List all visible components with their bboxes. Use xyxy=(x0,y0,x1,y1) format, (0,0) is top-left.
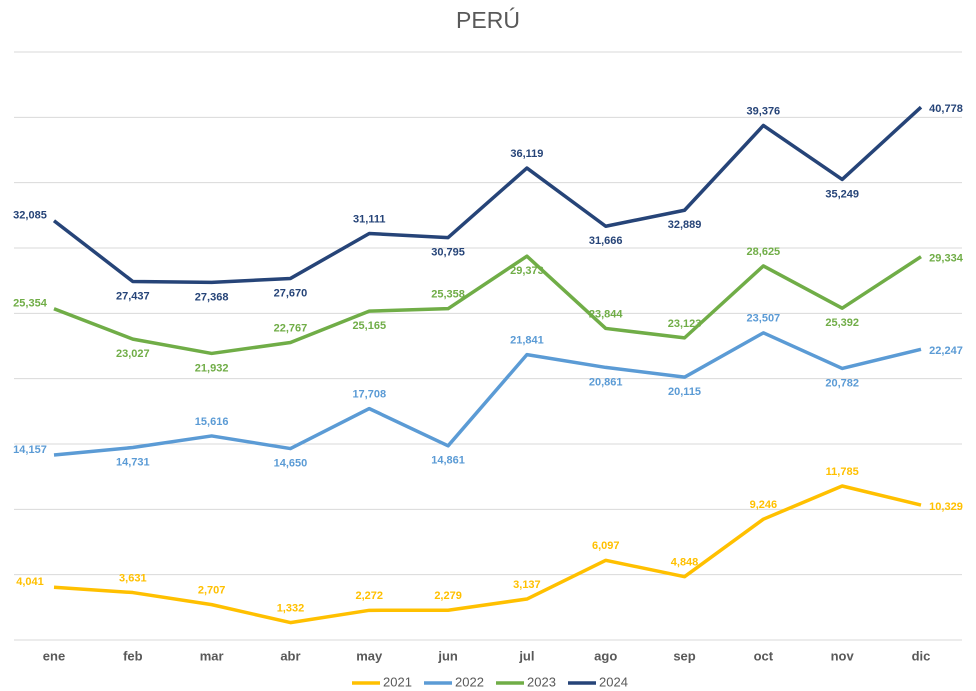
data-label: 14,861 xyxy=(431,455,465,467)
x-tick-label: ene xyxy=(43,648,65,663)
x-tick-label: nov xyxy=(831,648,855,663)
data-label: 35,249 xyxy=(825,188,859,200)
data-label: 20,782 xyxy=(825,377,859,389)
data-label: 40,778 xyxy=(929,103,963,115)
data-label: 20,115 xyxy=(668,386,701,398)
data-label: 10,329 xyxy=(929,501,963,513)
data-label: 2,272 xyxy=(356,590,384,602)
data-label: 25,392 xyxy=(825,317,859,329)
data-label: 22,767 xyxy=(274,322,308,334)
data-label: 30,795 xyxy=(431,247,465,259)
data-label: 21,932 xyxy=(195,362,229,374)
data-label: 25,354 xyxy=(13,298,48,310)
x-tick-label: sep xyxy=(673,648,695,663)
data-label: 27,437 xyxy=(116,290,150,302)
data-label: 6,097 xyxy=(592,540,620,552)
data-label: 2,279 xyxy=(434,590,462,602)
data-label: 15,616 xyxy=(195,416,229,428)
data-label: 1,332 xyxy=(277,603,305,615)
x-tick-label: dic xyxy=(912,648,931,663)
data-label: 23,123 xyxy=(668,318,702,330)
data-label: 32,085 xyxy=(13,210,47,222)
data-label: 31,666 xyxy=(589,235,623,247)
data-label: 3,137 xyxy=(513,579,541,591)
legend-label: 2023 xyxy=(527,674,556,689)
series-line xyxy=(53,254,922,356)
data-label: 32,889 xyxy=(668,219,702,231)
data-label: 14,650 xyxy=(274,457,308,469)
data-label: 25,165 xyxy=(352,320,386,332)
data-label: 25,358 xyxy=(431,289,465,301)
data-label: 36,119 xyxy=(510,148,543,160)
legend-label: 2022 xyxy=(455,674,484,689)
legend-label: 2021 xyxy=(383,674,412,689)
data-label: 4,848 xyxy=(671,557,699,569)
data-label: 14,157 xyxy=(13,444,47,456)
legend-label: 2024 xyxy=(599,674,628,689)
data-label: 20,861 xyxy=(589,376,623,388)
x-tick-label: feb xyxy=(123,648,143,663)
data-label: 39,376 xyxy=(747,105,781,117)
data-label: 29,334 xyxy=(929,253,964,265)
data-label: 11,785 xyxy=(826,466,859,478)
data-label: 23,844 xyxy=(589,308,624,320)
series-line xyxy=(52,105,923,285)
data-label: 21,841 xyxy=(510,335,544,347)
data-label: 29,373 xyxy=(510,265,544,277)
data-label: 31,111 xyxy=(353,213,385,225)
data-label: 27,670 xyxy=(274,287,308,299)
x-tick-label: oct xyxy=(754,648,774,663)
data-label: 23,507 xyxy=(747,313,781,325)
x-tick-label: abr xyxy=(280,648,300,663)
x-tick-label: mar xyxy=(200,648,224,663)
x-tick-label: may xyxy=(356,648,383,663)
data-label: 4,041 xyxy=(16,576,44,588)
series-line xyxy=(53,484,922,625)
data-label: 22,247 xyxy=(929,345,963,357)
data-label: 2,707 xyxy=(198,585,226,597)
x-tick-label: jul xyxy=(518,648,534,663)
data-label: 28,625 xyxy=(747,246,781,258)
data-label: 3,631 xyxy=(119,572,147,584)
x-tick-label: ago xyxy=(594,648,617,663)
data-label: 9,246 xyxy=(750,499,778,511)
chart-title: PERÚ xyxy=(456,7,520,33)
series-line xyxy=(53,331,922,457)
data-label: 14,731 xyxy=(116,456,150,468)
data-label: 23,027 xyxy=(116,348,150,360)
x-tick-label: jun xyxy=(437,648,458,663)
data-label: 17,708 xyxy=(352,389,386,401)
data-label: 27,368 xyxy=(195,291,229,303)
